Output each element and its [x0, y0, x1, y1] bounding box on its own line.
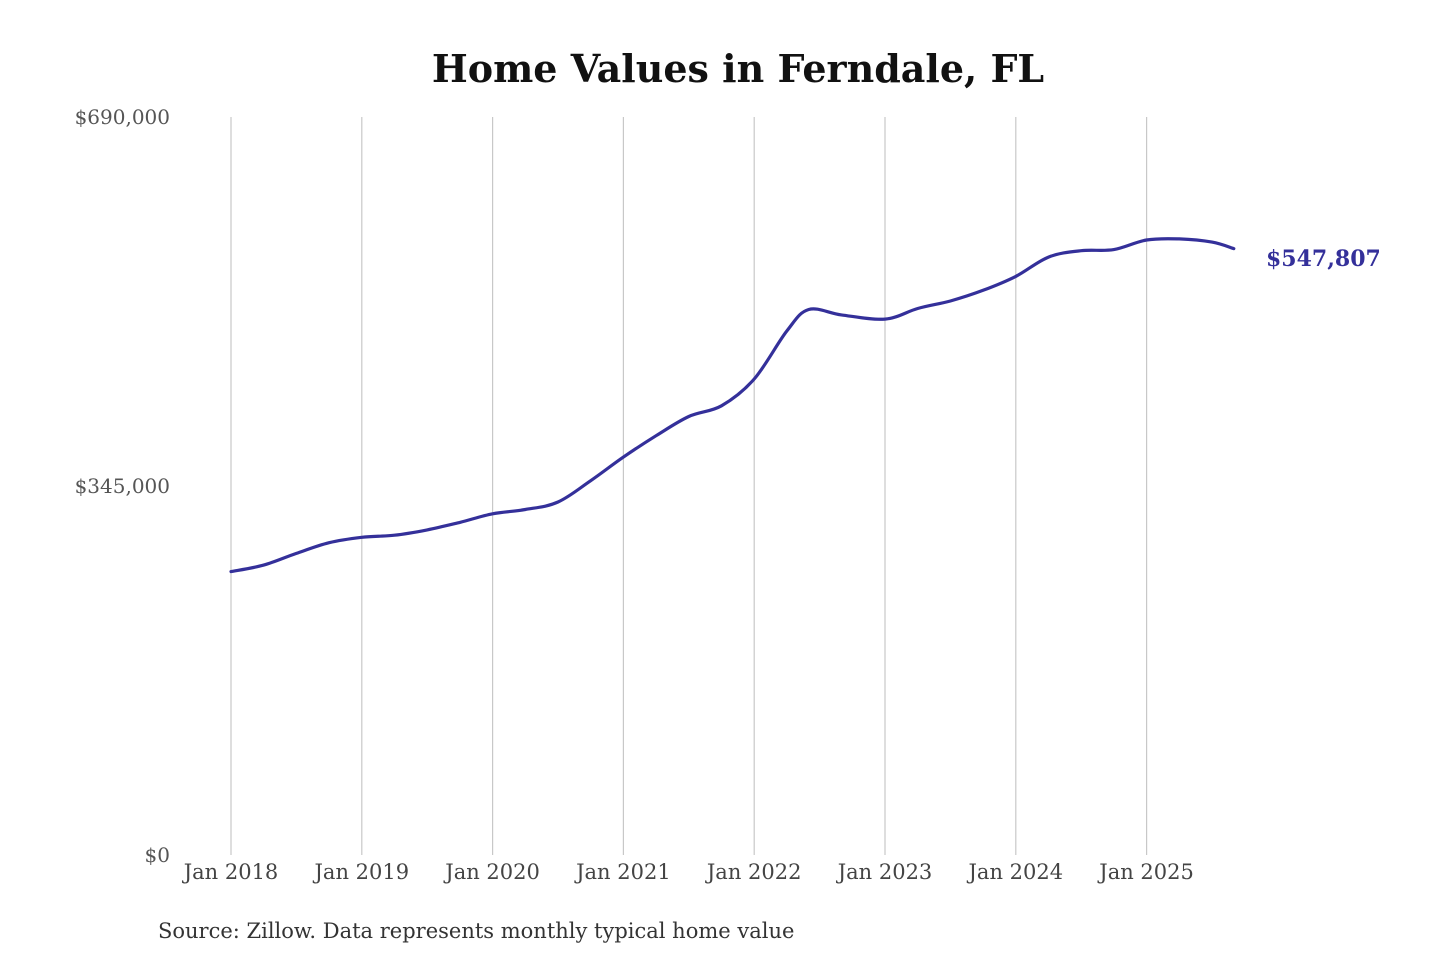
x-axis-ticks: Jan 2018 Jan 2019 Jan 2020 Jan 2021 Jan 2022… [182, 860, 1194, 884]
y-axis-ticks: $690,000 $345,000 $0 [75, 105, 170, 867]
gridlines [230, 117, 1148, 855]
y-tick-label-1: $345,000 [75, 474, 170, 498]
x-tick-label-1: Jan 2019 [313, 860, 410, 884]
end-value-label: $547,807 [1266, 246, 1381, 272]
chart-title: Home Values in Ferndale, FL [432, 46, 1044, 91]
y-tick-label-0: $690,000 [75, 105, 170, 129]
x-tick-label-0: Jan 2018 [182, 860, 279, 884]
y-tick-label-2: $0 [145, 843, 170, 867]
series-line-0 [229, 237, 1236, 574]
x-tick-label-4: Jan 2022 [705, 860, 802, 884]
x-tick-label-7: Jan 2025 [1097, 860, 1194, 884]
x-tick-label-5: Jan 2023 [836, 860, 933, 884]
x-tick-label-3: Jan 2021 [574, 860, 671, 884]
source-note: Source: Zillow. Data represents monthly … [158, 919, 794, 943]
x-tick-label-6: Jan 2024 [967, 860, 1064, 884]
x-tick-label-2: Jan 2020 [443, 860, 540, 884]
series-layer [229, 237, 1236, 574]
